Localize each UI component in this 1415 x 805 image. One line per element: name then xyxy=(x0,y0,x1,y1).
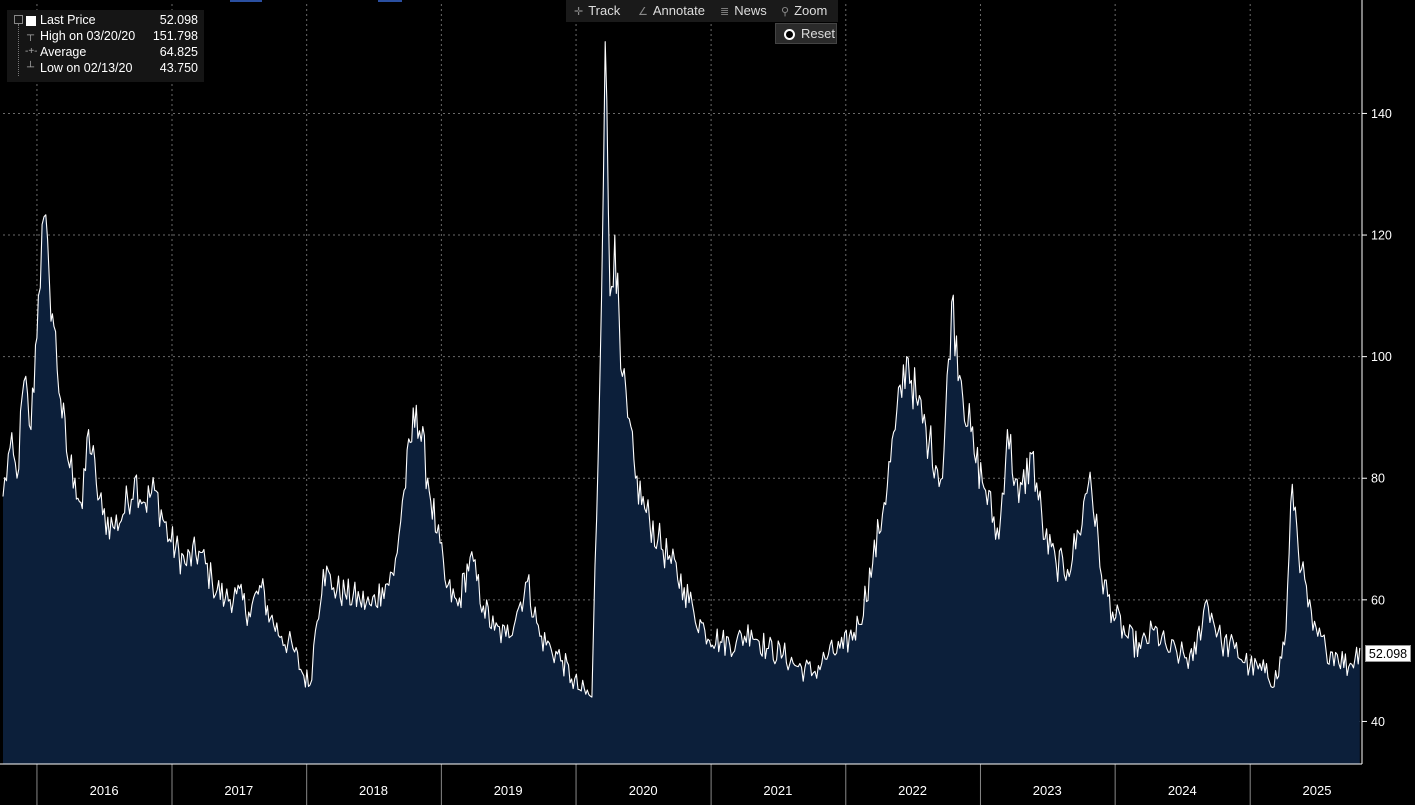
legend-row-average[interactable]: -+- Average 64.825 xyxy=(7,44,204,60)
legend-row-high[interactable]: ┬ High on 03/20/20 151.798 xyxy=(7,28,204,44)
legend-last-price-value: 52.098 xyxy=(159,13,198,27)
legend-row-last-price[interactable]: Last Price 52.098 xyxy=(7,12,204,28)
news-button[interactable]: ≣ News xyxy=(720,0,767,22)
track-button[interactable]: ✛ Track xyxy=(574,0,620,22)
x-year-label: 2016 xyxy=(90,783,119,798)
chart-toolbar: ✛ Track ∠ Annotate ≣ News ⚲ Zoom xyxy=(566,0,838,22)
legend-tree-line xyxy=(18,24,19,76)
legend-panel: Last Price 52.098 ┬ High on 03/20/20 151… xyxy=(7,10,204,82)
average-marker-icon: -+- xyxy=(25,46,38,57)
x-year-label: 2022 xyxy=(898,783,927,798)
low-marker-icon: ┴ xyxy=(27,62,35,73)
track-label: Track xyxy=(588,3,621,18)
annotate-button[interactable]: ∠ Annotate xyxy=(638,0,705,22)
zoom-button[interactable]: ⚲ Zoom xyxy=(781,0,827,22)
y-tick-label: 40 xyxy=(1371,715,1385,729)
high-marker-icon: ┬ xyxy=(27,30,35,41)
last-price-tag: 52.098 xyxy=(1365,645,1411,662)
price-line xyxy=(2,41,1361,698)
y-tick-label: 60 xyxy=(1371,593,1385,607)
legend-high-label: High on 03/20/20 xyxy=(40,29,136,43)
x-year-label: 2021 xyxy=(763,783,792,798)
x-year-label: 2024 xyxy=(1168,783,1197,798)
news-label: News xyxy=(734,3,767,18)
x-year-label: 2020 xyxy=(629,783,658,798)
y-tick-label: 120 xyxy=(1371,229,1392,243)
zoom-label: Zoom xyxy=(794,3,828,18)
last-price-swatch-icon xyxy=(26,16,36,26)
pencil-icon: ∠ xyxy=(638,6,648,18)
x-year-label: 2017 xyxy=(224,783,253,798)
legend-row-low[interactable]: ┴ Low on 02/13/20 43.750 xyxy=(7,60,204,76)
legend-average-label: Average xyxy=(40,45,87,59)
legend-low-value: 43.750 xyxy=(159,61,198,75)
y-tick-label: 140 xyxy=(1371,107,1392,121)
annotate-label: Annotate xyxy=(652,3,705,18)
x-year-label: 2019 xyxy=(494,783,523,798)
header-tab-marker xyxy=(378,0,402,2)
reset-button[interactable]: Reset xyxy=(775,23,837,44)
collapse-toggle-icon[interactable] xyxy=(14,15,23,24)
crosshair-icon: ✛ xyxy=(574,6,584,18)
price-area-fill xyxy=(3,41,1360,764)
legend-average-value: 64.825 xyxy=(159,45,198,59)
x-year-label: 2023 xyxy=(1033,783,1062,798)
news-icon: ≣ xyxy=(720,6,730,18)
legend-last-price-label: Last Price xyxy=(40,13,96,27)
reset-radio-icon xyxy=(784,29,795,40)
y-tick-label: 100 xyxy=(1371,350,1392,364)
reset-label: Reset xyxy=(801,26,835,41)
magnifier-icon: ⚲ xyxy=(781,6,790,18)
x-year-label: 2018 xyxy=(359,783,388,798)
legend-low-label: Low on 02/13/20 xyxy=(40,61,133,75)
x-year-label: 2025 xyxy=(1303,783,1332,798)
legend-high-value: 151.798 xyxy=(152,29,198,43)
y-tick-label: 80 xyxy=(1371,472,1385,486)
header-tab-marker xyxy=(230,0,262,2)
